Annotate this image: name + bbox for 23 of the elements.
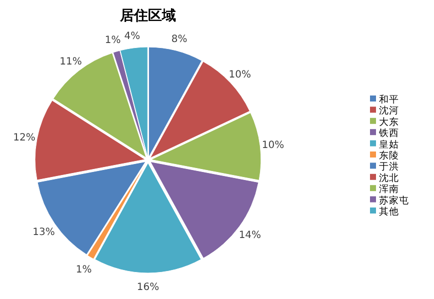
legend-label: 沈北 (379, 172, 399, 184)
data-label: 4% (124, 30, 140, 42)
legend-label: 大东 (379, 116, 399, 128)
legend-label: 皇姑 (379, 138, 399, 150)
legend-label: 其他 (379, 206, 399, 218)
data-label: 14% (238, 230, 262, 242)
data-label: 1% (104, 35, 121, 46)
data-label: 11% (60, 56, 82, 68)
data-label: 16% (136, 282, 160, 293)
legend-label: 苏家屯 (379, 194, 409, 206)
data-label: 10% (228, 70, 251, 81)
data-label: 1% (76, 264, 92, 276)
data-label: 13% (32, 226, 55, 238)
data-label: 10% (262, 140, 284, 152)
legend-label: 和平 (379, 94, 399, 106)
legend-label: 于洪 (379, 160, 399, 173)
legend-label: 铁西 (378, 127, 399, 140)
chart-title: 居住区域 (119, 8, 176, 24)
legend-label: 东陵 (379, 150, 399, 162)
data-label: 8% (171, 34, 188, 45)
legend-label: 沈河 (379, 104, 399, 117)
legend-label: 浑南 (379, 183, 399, 196)
data-label: 12% (13, 132, 36, 144)
